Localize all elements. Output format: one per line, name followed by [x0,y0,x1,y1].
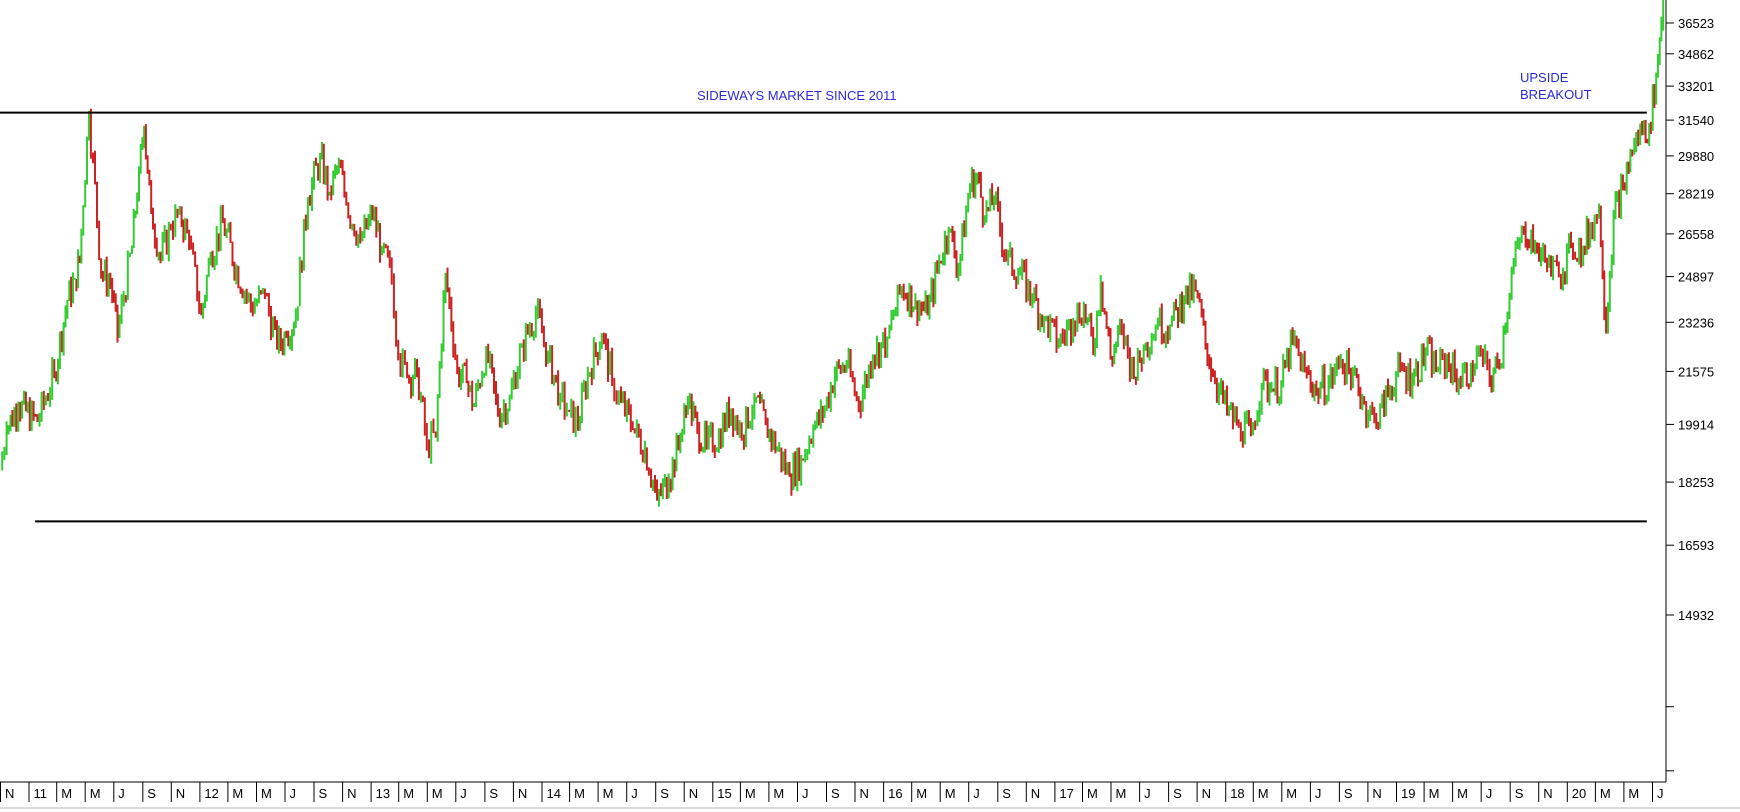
x-tick-label: N [1543,786,1552,801]
y-tick-label: 19914 [1678,417,1714,432]
x-tick-label: J [973,786,980,801]
x-tick-label: 11 [34,786,48,801]
x-tick-label: J [118,786,125,801]
x-tick-label: J [290,786,297,801]
x-tick-label: J [631,786,638,801]
x-tick-label: N [176,786,185,801]
x-tick-label: N [5,786,14,801]
x-tick-label: N [860,786,869,801]
x-tick-label: 17 [1059,786,1073,801]
breakout-annotation-line1: UPSIDE [1520,70,1569,85]
x-tick-label: S [660,786,669,801]
x-tick-label: 15 [717,786,731,801]
x-tick-label: M [432,786,443,801]
x-tick-label: M [1457,786,1468,801]
y-tick-label: 23236 [1678,315,1714,330]
x-tick-label: 20 [1572,786,1586,801]
x-tick-label: M [603,786,614,801]
y-tick-label: 36523 [1678,16,1714,31]
x-tick-label: M [1429,786,1440,801]
y-tick-label: 28219 [1678,187,1714,202]
x-tick-label: 14 [547,786,561,801]
y-tick-label: 26558 [1678,227,1714,242]
y-axis: 14932 16593 18253 19914 21575 23236 24897 26558… [1665,0,1714,782]
x-tick-label: S [147,786,156,801]
x-tick-label: J [460,786,467,801]
x-tick-label: N [518,786,527,801]
x-tick-label: S [489,786,498,801]
x-tick-label: N [1372,786,1381,801]
x-tick-label: J [802,786,809,801]
x-tick-label: N [1031,786,1040,801]
y-tick-label: 16593 [1678,538,1714,553]
x-tick-label: M [574,786,585,801]
x-tick-label: M [261,786,272,801]
price-bars [1,0,1665,507]
x-tick-label: M [773,786,784,801]
x-tick-label: M [1628,786,1639,801]
x-tick-label: 12 [204,786,218,801]
x-tick-label: S [319,786,328,801]
trend-lines [0,111,1647,523]
x-tick-label: M [1087,786,1098,801]
y-tick-label: 18253 [1678,475,1714,490]
x-tick-label: J [1657,786,1664,801]
x-tick-label: 16 [888,786,902,801]
x-tick-label: 13 [376,786,390,801]
x-tick-label: M [403,786,414,801]
x-tick-label: M [1600,786,1611,801]
x-axis: N 11 M M J S N 12 M M J S N 13 M M J S N 14 M M J S N 15 M M J S N 16 M M… [0,781,1740,809]
y-tick-label: 29880 [1678,149,1714,164]
x-tick-label: J [1486,786,1493,801]
x-tick-label: N [689,786,698,801]
y-tick-label: 33201 [1678,79,1714,94]
x-tick-label: M [1286,786,1297,801]
y-tick-label: 24897 [1678,270,1714,285]
x-tick-label: J [1144,786,1151,801]
x-tick-label: M [745,786,756,801]
x-tick-label: 19 [1401,786,1415,801]
x-tick-label: N [347,786,356,801]
x-tick-label: M [232,786,243,801]
x-tick-label: M [1116,786,1127,801]
x-tick-label: M [61,786,72,801]
x-tick-label: M [90,786,101,801]
y-tick-label: 21575 [1678,364,1714,379]
x-tick-label: M [945,786,956,801]
x-tick-label: M [916,786,927,801]
x-tick-label: M [1258,786,1269,801]
x-tick-label: N [1202,786,1211,801]
x-tick-label: J [1315,786,1322,801]
y-tick-label: 31540 [1678,113,1714,128]
x-tick-label: S [1344,786,1353,801]
x-tick-label: S [1515,786,1524,801]
x-tick-label: S [831,786,840,801]
x-tick-label: S [1002,786,1011,801]
breakout-annotation-line2: BREAKOUT [1520,87,1592,102]
y-tick-label: 34862 [1678,47,1714,62]
sideways-annotation: SIDEWAYS MARKET SINCE 2011 [697,88,897,103]
x-tick-label: 18 [1230,786,1244,801]
x-tick-label: S [1173,786,1182,801]
y-tick-label: 14932 [1678,608,1714,623]
